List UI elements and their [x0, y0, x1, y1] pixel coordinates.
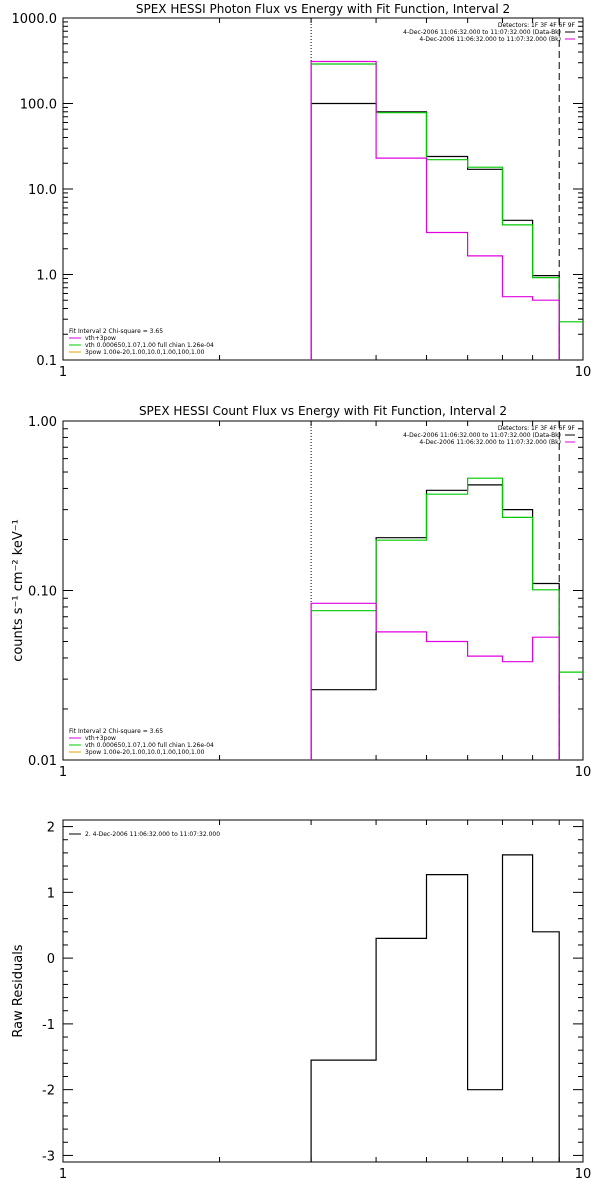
- series-0-histogram: [310, 484, 560, 760]
- residuals-panel: 1 10 -3 -2 -1 0 1 2 Raw Residuals 2. 4-Dec-2006 1…: [11, 819, 592, 1182]
- legend-entry-left: Fit Interval 2 Chi-square = 3.65: [69, 328, 163, 335]
- plot-frame: [62, 17, 584, 361]
- y-tick-label: -1: [42, 1018, 55, 1033]
- y-tick-label: 100.0: [20, 98, 57, 113]
- legend-entry-left: 3pow 1.00e-20,1.00,10.0,1.00,100,1.00: [85, 349, 205, 356]
- legend-entry-right: 4-Dec-2006 11:06:32.000 to 11:07:32.000 …: [403, 432, 561, 439]
- legend-entry-right: Detectors: 1F 3F 4F 6F 9F: [498, 22, 576, 29]
- plot-frame: [62, 819, 584, 1163]
- y-tick-label: 1000.0: [12, 12, 58, 27]
- count-flux-panel: SPEX HESSI Count Flux vs Energy with Fit…: [11, 404, 591, 780]
- legend-entry-left: 2. 4-Dec-2006 11:06:32.000 to 11:07:32.0…: [85, 831, 220, 838]
- x-tick-label: 1: [59, 765, 67, 780]
- series-2-histogram: [310, 602, 560, 760]
- y-tick-label: -3: [42, 1149, 55, 1164]
- y-tick-label: -2: [42, 1084, 55, 1099]
- y-tick-label: 1.0: [36, 269, 57, 284]
- y-tick-label: 1.00: [28, 415, 57, 430]
- y-tick-label: 0: [47, 952, 55, 967]
- legend-entry-left: vth+3pow: [85, 735, 116, 742]
- legend-entry-left: vth 0.000650,1.07,1.00 full chian 1.26e-…: [85, 742, 214, 749]
- legend-entry-right: 4-Dec-2006 11:06:32.000 to 11:07:32.000 …: [419, 439, 561, 446]
- y-tick-label: 0.01: [28, 754, 57, 769]
- x-tick-label: 10: [575, 1167, 592, 1182]
- x-tick-label: 10: [575, 765, 592, 780]
- series-1-histogram: [310, 63, 583, 360]
- legend-entry-right: 4-Dec-2006 11:06:32.000 to 11:07:32.000 …: [419, 36, 561, 43]
- y-axis-label: counts s⁻¹ cm⁻² keV⁻¹: [11, 519, 26, 662]
- legend-entry-left: Fit Interval 2 Chi-square = 3.65: [69, 728, 163, 735]
- y-tick-label: 1: [47, 886, 55, 901]
- x-tick-label: 1: [59, 365, 67, 380]
- legend-entry-left: vth+3pow: [85, 335, 116, 342]
- legend-entry-left: 3pow 1.00e-20,1.00,10.0,1.00,100,1.00: [85, 749, 205, 756]
- x-tick-label: 10: [575, 365, 592, 380]
- legend-entry-left: vth 0.000650,1.07,1.00 full chian 1.26e-…: [85, 342, 214, 349]
- chart-title: SPEX HESSI Count Flux vs Energy with Fit…: [139, 404, 507, 418]
- y-tick-label: 0.1: [36, 354, 57, 369]
- photon-flux-panel: SPEX HESSI Photon Flux vs Energy with Fi…: [12, 2, 592, 380]
- series-0-histogram: [310, 854, 560, 1162]
- series-1-histogram: [310, 477, 583, 760]
- legend-entry-right: Detectors: 1F 3F 4F 6F 9F: [498, 425, 576, 432]
- y-tick-label: 10.0: [28, 183, 57, 198]
- legend-entry-right: 4-Dec-2006 11:06:32.000 to 11:07:32.000 …: [403, 29, 561, 36]
- y-axis-label: Raw Residuals: [11, 944, 26, 1037]
- y-tick-label: 2: [47, 821, 55, 836]
- x-tick-label: 1: [59, 1167, 67, 1182]
- chart-title: SPEX HESSI Photon Flux vs Energy with Fi…: [136, 2, 510, 16]
- y-tick-label: 0.10: [28, 585, 57, 600]
- plot-frame: [62, 420, 584, 761]
- series-0-histogram: [310, 102, 560, 360]
- series-2-histogram: [310, 60, 560, 360]
